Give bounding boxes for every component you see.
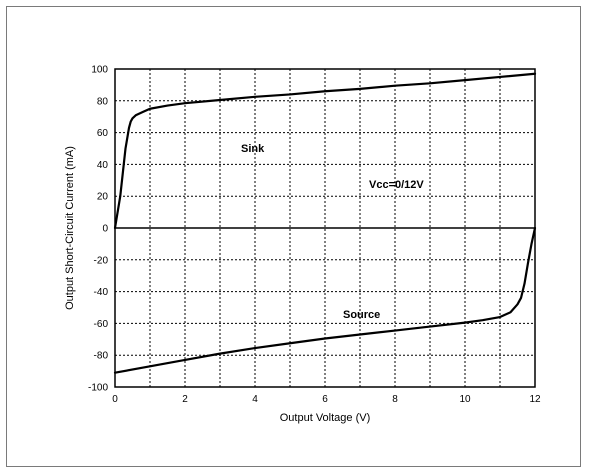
y-tick-label: -20 <box>94 255 109 266</box>
y-tick-label: 100 <box>91 65 108 76</box>
tick-labels: 0 2 4 6 8 10 12 100 80 60 40 20 0 -20 -40 -60 -80 -100 <box>88 65 541 406</box>
series-group <box>113 72 537 374</box>
x-tick-label: 2 <box>182 394 188 405</box>
y-tick-label: 20 <box>97 192 109 203</box>
x-axis-label: Output Voltage (V) <box>280 412 371 424</box>
y-tick-label: -100 <box>88 383 108 394</box>
x-tick-label: 0 <box>112 394 118 405</box>
x-tick-label: 6 <box>322 394 328 405</box>
plot-frame <box>114 68 536 388</box>
y-tick-label: 0 <box>102 224 108 235</box>
figure-frame <box>6 6 581 467</box>
y-tick-label: 80 <box>97 96 109 107</box>
annotation-source: Source <box>343 309 380 321</box>
series-line-2 <box>113 226 537 374</box>
y-axis-label: Output Short-Circuit Current (mA) <box>64 146 76 310</box>
y-tick-label: 40 <box>97 160 109 171</box>
x-tick-label: 12 <box>529 394 541 405</box>
x-tick-label: 10 <box>459 394 471 405</box>
annotation-sink: Sink <box>241 143 265 155</box>
y-tick-label: -60 <box>94 319 109 330</box>
y-tick-label: 60 <box>97 128 109 139</box>
x-tick-label: 8 <box>392 394 398 405</box>
annotation-condition: Vcc=0/12V <box>369 179 424 191</box>
y-tick-label: -40 <box>94 287 109 298</box>
x-tick-label: 4 <box>252 394 258 405</box>
series-line-1 <box>113 72 537 230</box>
y-tick-label: -80 <box>94 351 109 362</box>
